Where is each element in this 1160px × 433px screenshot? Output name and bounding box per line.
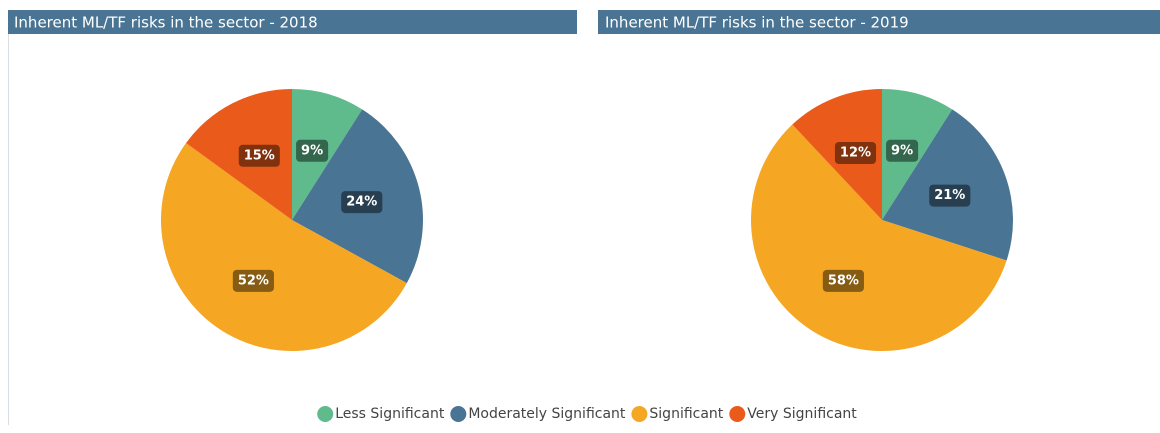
header-bar xyxy=(598,10,1160,34)
data-label: 24% xyxy=(341,191,383,214)
chart-title: Inherent ML/TF risks in the sector - 201… xyxy=(605,14,909,32)
label-box xyxy=(822,269,864,292)
data-label: 12% xyxy=(834,142,877,165)
data-label: 21% xyxy=(929,184,971,207)
data-label: 52% xyxy=(232,269,274,292)
data-label: 9% xyxy=(886,139,919,162)
label-box xyxy=(929,184,971,207)
legend-swatch xyxy=(450,406,467,422)
pie-slice xyxy=(751,124,1007,352)
pie-slice xyxy=(792,89,882,220)
pie-slice xyxy=(160,143,407,352)
data-label: 58% xyxy=(822,269,864,292)
header-bar xyxy=(8,10,577,34)
pie-slice xyxy=(882,89,953,220)
data-label: 15% xyxy=(238,144,280,167)
legend-swatch xyxy=(729,406,746,422)
label-box xyxy=(232,269,274,292)
legend-swatch xyxy=(317,406,334,422)
label-box xyxy=(341,191,383,214)
label-text: 12% xyxy=(840,146,871,161)
pie-slice xyxy=(292,109,423,284)
label-text: 15% xyxy=(244,148,275,163)
label-box xyxy=(886,139,919,162)
legend-swatch xyxy=(631,406,648,422)
pie-slice xyxy=(882,109,1013,261)
legend-label: Less Significant xyxy=(335,406,445,422)
data-label: 9% xyxy=(296,139,329,162)
pie-slice xyxy=(292,89,363,220)
legend-label: Very Significant xyxy=(747,406,857,422)
label-box xyxy=(296,139,329,162)
label-box xyxy=(238,144,280,167)
pie-slice xyxy=(186,89,292,220)
label-text: 21% xyxy=(934,188,965,203)
legend: Less Significant Moderately Significant Si… xyxy=(317,406,857,422)
legend-label: Significant xyxy=(649,406,723,422)
chart-title: Inherent ML/TF risks in the sector - 201… xyxy=(14,14,318,32)
label-text: 58% xyxy=(828,273,859,288)
label-text: 52% xyxy=(238,273,269,288)
label-text: 9% xyxy=(891,143,913,158)
label-text: 9% xyxy=(301,143,323,158)
legend-label: Moderately Significant xyxy=(468,406,626,422)
label-box xyxy=(834,142,877,165)
label-text: 24% xyxy=(346,195,377,210)
